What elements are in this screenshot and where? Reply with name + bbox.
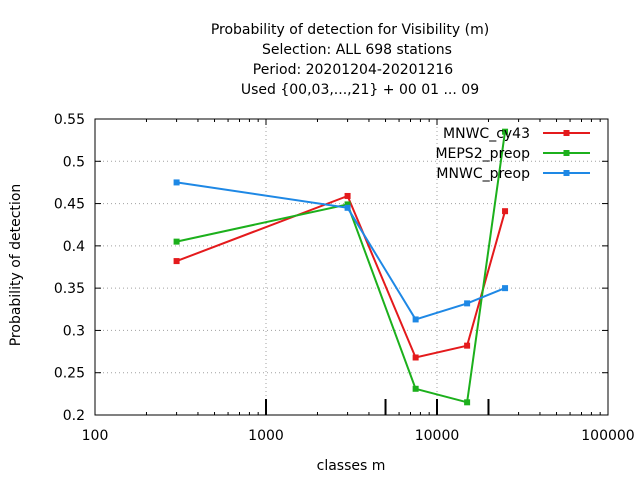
series-point-1: [173, 238, 180, 245]
series-point-2: [464, 300, 471, 307]
y-tick-label: 0.25: [54, 366, 85, 382]
series-point-1: [502, 128, 509, 135]
x-tick-label: 100: [82, 428, 109, 444]
series-point-2: [344, 204, 351, 211]
legend-swatch-marker: [563, 150, 570, 156]
series-point-0: [173, 258, 180, 265]
series-point-1: [464, 399, 471, 406]
series-point-1: [412, 385, 419, 392]
y-tick-label: 0.5: [63, 154, 85, 170]
axes: 0.2 0.25 0.3 0.35 0.4 0.45 0.5 0.55 100 1000 10000…: [54, 112, 635, 444]
title-line-1: Probability of detection for Visibility …: [211, 22, 489, 38]
legend-label: MEPS2_preop: [435, 146, 530, 162]
series: [173, 128, 509, 406]
x-axis-label: classes m: [317, 458, 386, 474]
series-point-2: [412, 316, 419, 323]
x-tick-label: 100000: [581, 428, 634, 444]
series-point-2: [502, 285, 509, 292]
y-tick-label: 0.35: [54, 281, 85, 297]
legend-swatch-marker: [563, 130, 570, 136]
series-point-0: [464, 342, 471, 349]
chart-title: Probability of detection for Visibility …: [211, 22, 489, 98]
series-point-2: [173, 179, 180, 186]
y-tick-label: 0.45: [54, 197, 85, 213]
series-point-1: [344, 201, 351, 208]
y-tick-label: 0.3: [63, 323, 85, 339]
x-tick-label: 10000: [415, 428, 460, 444]
legend: MNWC_cy43 MEPS2_preop MNWC_preop: [435, 126, 590, 182]
legend-swatch-marker: [563, 170, 570, 176]
y-tick-label: 0.2: [63, 408, 85, 424]
y-axis-label: Probability of detection: [8, 184, 24, 347]
series-point-0: [412, 354, 419, 361]
series-line-0: [176, 194, 506, 359]
title-line-3: Period: 20201204-20201216: [253, 62, 453, 78]
y-tick-label: 0.55: [54, 112, 85, 128]
legend-label: MNWC_cy43: [443, 126, 530, 142]
x-tick-label: 1000: [248, 428, 284, 444]
grid: [95, 119, 608, 415]
title-line-4: Used {00,03,...,21} + 00 01 ... 09: [241, 82, 479, 98]
series-point-0: [502, 208, 509, 215]
plot-frame: [94, 118, 609, 416]
series-point-0: [344, 192, 351, 199]
series-line-2: [176, 181, 506, 321]
y-tick-label: 0.4: [63, 239, 85, 255]
legend-label: MNWC_preop: [436, 166, 530, 182]
title-line-2: Selection: ALL 698 stations: [262, 42, 452, 58]
